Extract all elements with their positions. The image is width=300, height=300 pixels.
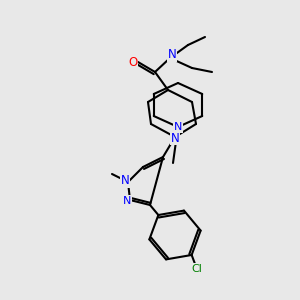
Text: N: N xyxy=(171,131,179,145)
Text: O: O xyxy=(128,56,138,68)
Text: N: N xyxy=(174,122,182,132)
Text: N: N xyxy=(123,196,131,206)
Text: N: N xyxy=(168,49,176,62)
Text: N: N xyxy=(121,175,129,188)
Text: Cl: Cl xyxy=(191,264,202,274)
